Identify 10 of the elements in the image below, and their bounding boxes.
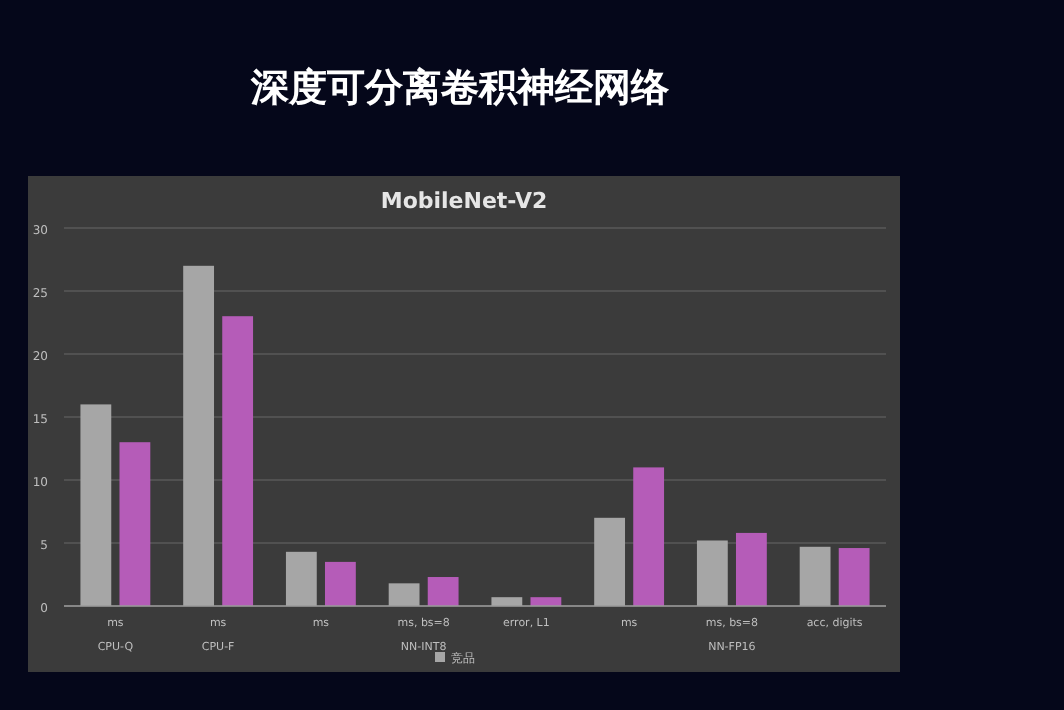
bar: [530, 597, 562, 606]
bar: [119, 442, 151, 606]
bar: [633, 467, 665, 606]
bar: [222, 316, 254, 606]
title: 深度可分离卷积神经网络: [251, 66, 669, 110]
bar: [324, 561, 356, 606]
bar: [735, 532, 767, 606]
bar: [427, 577, 459, 606]
bar: [838, 548, 870, 606]
chart-subtitle: MobileNet-V2: [380, 188, 548, 214]
